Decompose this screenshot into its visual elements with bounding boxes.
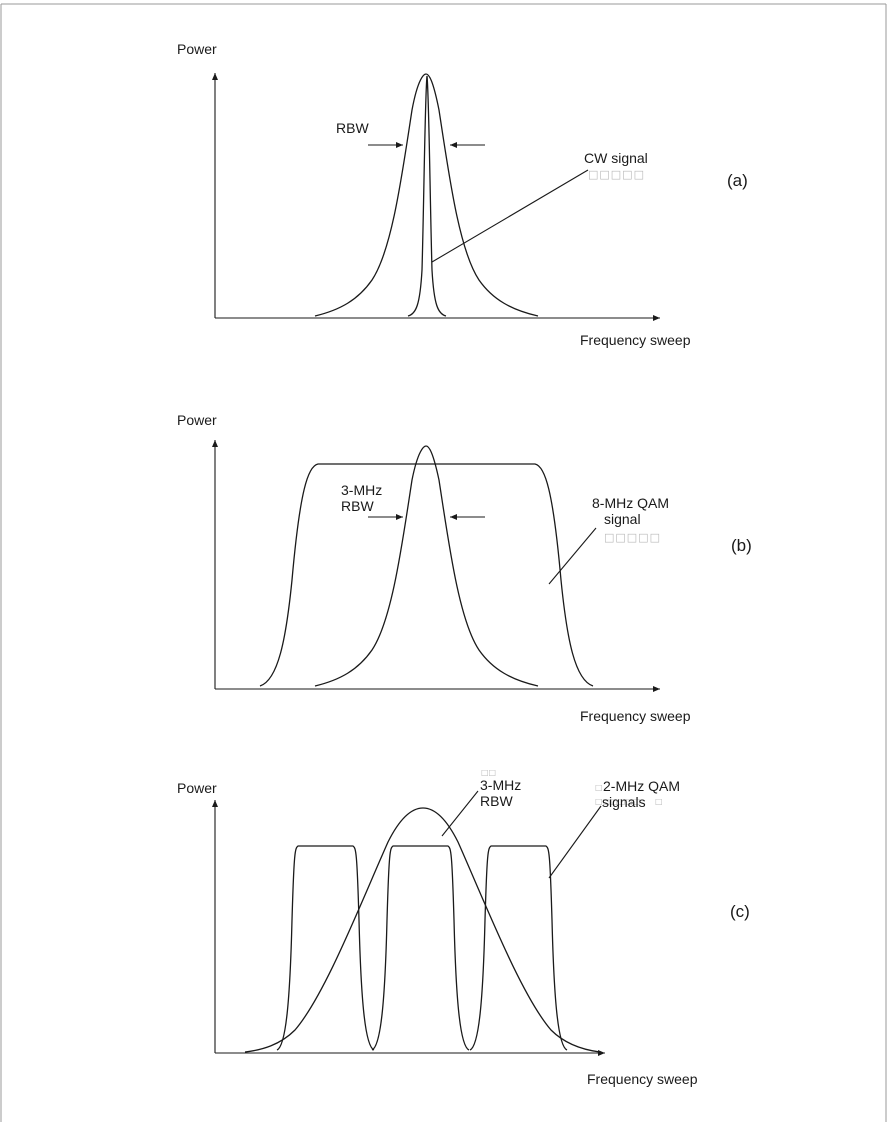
panel-c-rbw-placeholder: □□	[481, 768, 496, 777]
panel-c-signal-label-line1: 2-MHz QAM	[603, 778, 680, 794]
panel-b-rbw-label-line2: RBW	[341, 498, 374, 514]
panel-b-x-axis-label: Frequency sweep	[580, 708, 691, 724]
panel-b-label: (b)	[731, 536, 752, 555]
panel-b: Power Frequency sweep 3-MHz RBW 8-MHz QA…	[177, 412, 752, 724]
panel-c-rbw-label-line2: RBW	[480, 793, 513, 809]
panel-a-x-axis-label: Frequency sweep	[580, 332, 691, 348]
panel-c-y-axis-label: Power	[177, 780, 217, 796]
panel-c-qam-signal-right	[470, 846, 567, 1050]
panel-c-rbw-filter-curve	[245, 808, 600, 1052]
panel-c-rbw-leader	[442, 791, 478, 836]
panel-c-axes	[215, 800, 605, 1053]
panel-a-y-axis-label: Power	[177, 41, 217, 57]
panel-c-signal-leader	[549, 806, 601, 878]
panel-c-signal-prefix: □	[595, 783, 603, 792]
panel-b-y-axis-label: Power	[177, 412, 217, 428]
panel-a-axes	[215, 73, 660, 318]
panel-a-rbw-label: RBW	[336, 120, 369, 136]
panel-b-signal-label-line2: signal	[604, 511, 641, 527]
panel-b-axes	[215, 440, 660, 689]
panel-c-signal-suffix: □	[655, 797, 663, 806]
panel-b-rbw-label-line1: 3-MHz	[341, 482, 382, 498]
panel-c-qam-signal-center	[372, 846, 469, 1050]
page-frame	[1, 4, 886, 1122]
panel-b-signal-label-line1: 8-MHz QAM	[592, 495, 669, 511]
panel-c-label: (c)	[730, 902, 750, 921]
panel-c-rbw-label-line1: 3-MHz	[480, 777, 521, 793]
panel-a-label: (a)	[727, 171, 748, 190]
panel-a: Power Frequency sweep RBW CW signal □□□□…	[177, 41, 748, 348]
panel-a-rbw-filter-curve	[315, 74, 538, 316]
panel-c-x-axis-label: Frequency sweep	[587, 1071, 698, 1087]
panel-c: Power Frequency sweep □□ 3-MHz RBW □ 2-M…	[177, 768, 750, 1087]
panel-a-cw-signal-curve	[408, 76, 446, 316]
panel-b-signal-placeholder: □□□□□	[604, 531, 661, 544]
panel-b-qam-signal-curve	[260, 464, 593, 686]
panel-c-qam-signal-left	[277, 846, 374, 1050]
panel-a-signal-leader	[432, 170, 588, 262]
panel-a-signal-label: CW signal	[584, 150, 648, 166]
panel-a-signal-placeholder: □□□□□	[588, 168, 645, 181]
panel-c-signal-label-line2: signals	[602, 794, 646, 810]
